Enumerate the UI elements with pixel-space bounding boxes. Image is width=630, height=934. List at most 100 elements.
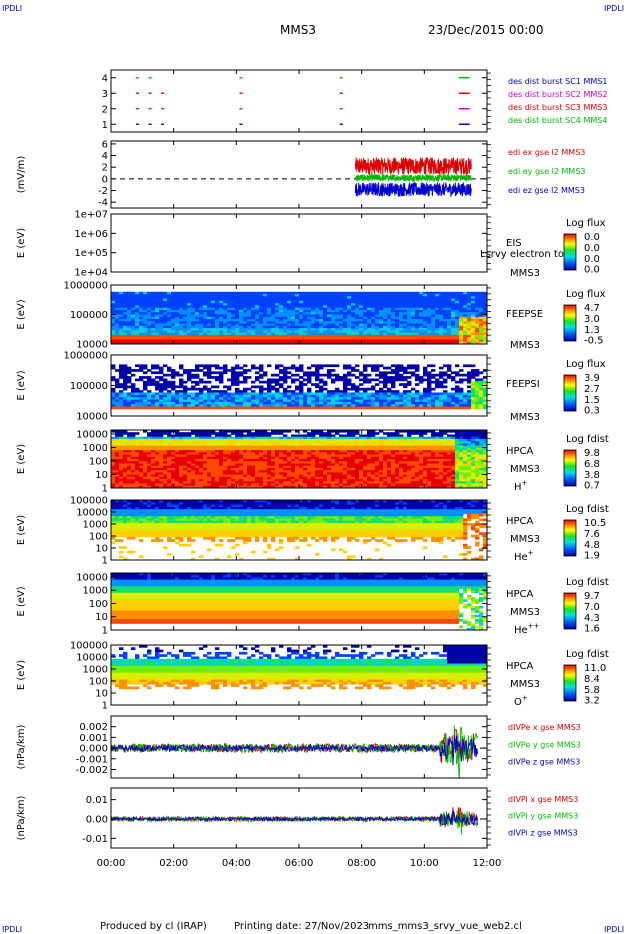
heat-cell — [243, 485, 248, 489]
heat-cell — [195, 430, 200, 433]
heat-cell — [279, 383, 284, 386]
heat-cell — [319, 307, 324, 311]
heat-cell — [451, 387, 456, 391]
heat-cell — [167, 328, 172, 331]
heat-cell — [247, 438, 252, 442]
colorbar-label: 3.9 — [584, 373, 600, 384]
heat-cell — [251, 438, 256, 442]
heat-cell — [119, 376, 124, 379]
heat-cell — [347, 399, 352, 403]
heat-cell — [187, 328, 192, 331]
heat-cell — [319, 291, 324, 295]
heat-cell — [159, 378, 164, 382]
heat-cell — [327, 330, 332, 334]
heat-cell — [243, 378, 248, 382]
heat-cell — [335, 378, 340, 382]
heat-cell — [251, 307, 256, 311]
ytick-label: 6 — [102, 139, 108, 150]
heat-cell — [175, 447, 180, 451]
heat-cell — [115, 459, 120, 462]
heat-cell — [179, 328, 184, 331]
heat-cell — [299, 380, 304, 384]
heat-cell — [283, 319, 288, 322]
heat-cell — [131, 465, 136, 469]
heat-cell — [443, 404, 448, 407]
heat-cell — [411, 307, 416, 311]
heat-cell — [375, 378, 380, 382]
heat-cell — [235, 450, 240, 453]
heat-cell — [439, 303, 444, 306]
heat-cell — [467, 399, 472, 403]
heat-cell — [311, 404, 316, 407]
heat-cell — [443, 310, 448, 313]
heat-cell — [391, 397, 396, 400]
heat-cell — [155, 472, 160, 475]
heat-cell — [119, 390, 124, 393]
heat-cell — [431, 303, 436, 306]
heat-cell — [351, 316, 356, 320]
heat-cell — [291, 399, 296, 403]
heat-cell — [215, 467, 220, 471]
heat-cell — [291, 459, 296, 462]
heat-cell — [131, 472, 136, 475]
heat-cell — [239, 337, 244, 340]
heat-cell — [111, 366, 116, 370]
heat-cell — [223, 454, 228, 458]
heat-cell — [263, 305, 268, 309]
heat-cell — [195, 364, 200, 368]
heat-cell — [339, 404, 344, 407]
heat-cell — [183, 465, 188, 469]
heat-cell — [115, 452, 120, 455]
heat-cell — [283, 316, 288, 320]
heat-cell — [123, 300, 128, 304]
heat-cell — [219, 305, 224, 309]
heat-cell — [303, 406, 308, 410]
heat-cell — [191, 430, 196, 433]
heat-cell — [439, 291, 444, 295]
heat-cell — [131, 321, 136, 324]
heat-cell — [431, 300, 436, 304]
heat-cell — [291, 291, 296, 295]
heat-cell — [255, 441, 260, 444]
heat-cell — [411, 296, 416, 299]
heat-cell — [459, 307, 464, 311]
heat-cell — [291, 328, 296, 331]
heat-cell — [111, 364, 116, 368]
heat-cell — [187, 332, 192, 336]
heat-cell — [483, 321, 488, 324]
heat-cell — [135, 443, 140, 446]
heat-cell — [283, 325, 288, 329]
heat-cell — [259, 401, 264, 405]
heat-cell — [199, 307, 204, 311]
heat-cell — [359, 334, 364, 338]
heat-cell — [195, 332, 200, 336]
heat-cell — [387, 294, 392, 297]
heat-cell — [331, 390, 336, 393]
heat-cell — [247, 434, 252, 438]
heat-cell — [227, 307, 232, 311]
heat-cell — [119, 470, 124, 473]
heat-cell — [147, 459, 152, 462]
heat-cell — [131, 390, 136, 393]
heat-cell — [275, 479, 280, 482]
heat-cell — [339, 399, 344, 403]
heat-cell — [151, 312, 156, 315]
heat-cell — [195, 470, 200, 473]
heat-cell — [215, 432, 220, 435]
heat-cell — [399, 334, 404, 338]
heat-cell — [451, 337, 456, 340]
heat-cell — [479, 319, 484, 322]
heat-cell — [447, 305, 452, 309]
heat-cell — [475, 380, 480, 384]
heat-cell — [231, 325, 236, 329]
heat-cell — [411, 325, 416, 329]
heat-cell — [235, 456, 240, 460]
heat-cell — [235, 474, 240, 478]
heat-cell — [475, 392, 480, 396]
heat-cell — [407, 337, 412, 340]
heat-cell — [251, 434, 256, 438]
heat-cell — [131, 383, 136, 386]
heat-cell — [291, 443, 296, 446]
heat-cell — [211, 479, 216, 482]
heat-cell — [343, 328, 348, 331]
